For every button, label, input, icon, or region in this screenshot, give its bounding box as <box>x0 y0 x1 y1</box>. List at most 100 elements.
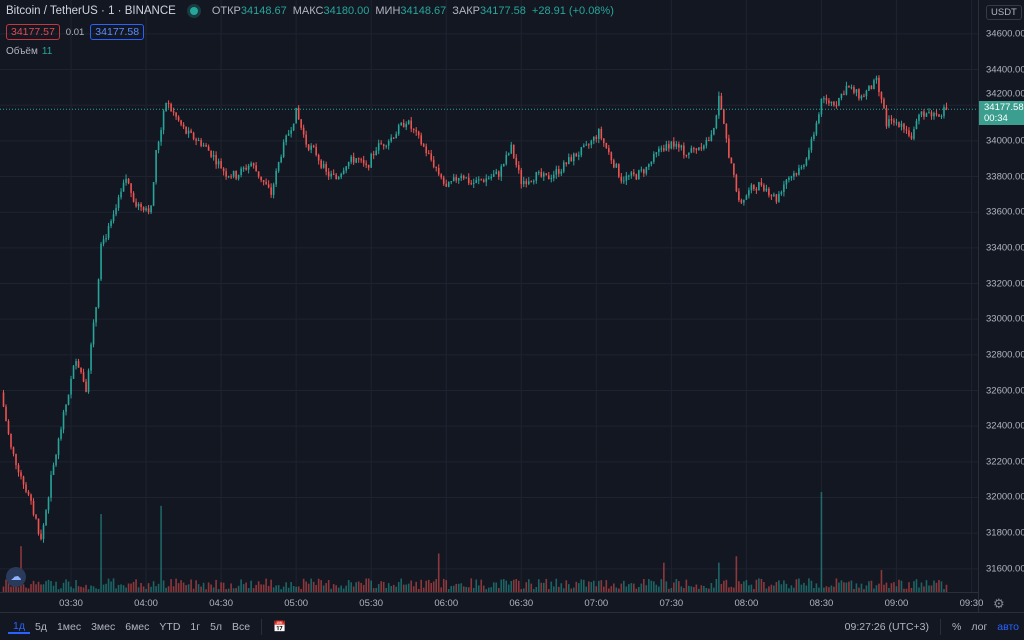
candle-body <box>535 172 538 181</box>
volume-bar <box>565 580 568 592</box>
candle-body <box>237 174 240 179</box>
price-chart[interactable] <box>0 0 978 592</box>
volume-bar <box>122 585 125 592</box>
range-button[interactable]: 5л <box>210 620 223 633</box>
goto-date-icon[interactable]: 📅 <box>273 621 287 633</box>
candle-body <box>588 144 590 146</box>
candle-body <box>287 133 290 136</box>
price-tick-label: 32400.00 <box>986 420 1024 432</box>
volume-bar <box>515 578 518 592</box>
candle-body <box>485 178 488 182</box>
currency-button[interactable]: USDT <box>986 5 1022 20</box>
range-button[interactable]: 5д <box>34 620 47 633</box>
candle-body <box>157 141 160 151</box>
volume-bar <box>72 588 75 592</box>
log-toggle[interactable]: лог <box>971 620 988 633</box>
candle-body <box>5 406 7 422</box>
volume-bar <box>620 583 623 592</box>
sell-button[interactable]: 34177.57 <box>6 24 60 40</box>
candle-body <box>302 127 305 135</box>
volume-bar <box>710 582 713 592</box>
candle-body <box>577 155 580 157</box>
candle-body <box>417 131 420 136</box>
candle-body <box>900 123 903 127</box>
candle-body <box>380 143 382 145</box>
candle-body <box>730 157 733 164</box>
range-button[interactable]: Все <box>232 620 251 633</box>
range-button[interactable]: 3мес <box>91 620 116 633</box>
percent-toggle[interactable]: % <box>952 620 962 633</box>
range-button[interactable]: 1г <box>190 620 201 633</box>
candle-body <box>803 165 805 168</box>
candle-body <box>915 120 918 130</box>
candle-body <box>307 144 310 150</box>
candle-body <box>903 123 905 130</box>
volume-bar <box>645 585 648 592</box>
candle-body <box>185 126 187 134</box>
volume-bar <box>853 589 855 592</box>
range-button[interactable]: YTD <box>159 620 181 633</box>
auto-scale-toggle[interactable]: авто <box>997 620 1019 633</box>
candle-body <box>147 208 150 213</box>
price-axis[interactable]: 34177.58 00:34 34600.00 34400.00 34200.00 34… <box>978 0 1024 612</box>
candle-body <box>460 175 463 179</box>
range-button[interactable]: 1мес <box>56 620 82 633</box>
settings-gear-icon[interactable]: ⚙ <box>993 596 1005 611</box>
volume-bar <box>873 588 875 592</box>
volume-bar <box>595 586 598 592</box>
volume-bar <box>618 588 620 592</box>
candle-body <box>400 122 403 126</box>
volume-bar <box>663 562 665 592</box>
volume-bar <box>237 585 240 592</box>
volume-bar <box>915 579 918 592</box>
volume-bar <box>137 587 140 592</box>
volume-bar <box>402 584 405 592</box>
price-tick-label: 34600.00 <box>986 28 1024 40</box>
volume-bar <box>232 588 235 592</box>
range-button[interactable]: 6мес <box>125 620 150 633</box>
buy-button[interactable]: 34177.58 <box>90 24 145 40</box>
volume-bar <box>798 578 800 592</box>
volume-bar <box>665 581 668 592</box>
symbol-title[interactable]: Bitcoin / TetherUS · 1 · BINANCE <box>6 5 176 17</box>
time-tick-label: 06:30 <box>509 598 534 609</box>
volume-bar <box>427 579 430 592</box>
market-status-icon[interactable] <box>189 7 198 15</box>
volume-legend[interactable]: Объём 11 <box>6 46 53 57</box>
candle-body <box>718 95 720 116</box>
candle-body <box>923 111 925 117</box>
candle-body <box>122 182 125 192</box>
volume-bar <box>593 580 595 592</box>
time-tick-label: 07:00 <box>584 598 609 609</box>
candle-body <box>725 123 728 139</box>
candle-body <box>345 166 347 171</box>
candle-body <box>397 125 400 135</box>
time-axis[interactable]: 03:30 04:00 04:30 05:00 05:30 06:00 06:30 07:00… <box>0 592 983 612</box>
candle-body <box>385 145 387 147</box>
volume-bar <box>112 578 115 592</box>
volume-bar <box>793 587 795 592</box>
candle-body <box>247 165 250 170</box>
candle-body <box>232 171 235 177</box>
clock[interactable]: 09:27:26 (UTC+3) <box>844 620 930 633</box>
candle-body <box>710 134 713 141</box>
candle-body <box>317 154 320 161</box>
volume-bar <box>482 585 485 592</box>
tradingview-logo-icon[interactable]: ☁ <box>6 567 26 587</box>
high-value: 34180.00 <box>323 5 370 17</box>
candle-body <box>755 188 758 191</box>
volume-bar <box>172 586 175 592</box>
candle-body <box>487 178 490 180</box>
volume-bar <box>250 580 252 592</box>
chart-legend: Bitcoin / TetherUS · 1 · BINANCE ОТКР341… <box>6 5 614 17</box>
range-button[interactable]: 1д <box>8 620 30 634</box>
candle-body <box>277 162 280 171</box>
candle-body <box>322 164 325 168</box>
volume-bar <box>452 585 455 592</box>
volume-bar <box>923 586 925 592</box>
low-value: 34148.67 <box>400 5 447 17</box>
candle-body <box>610 152 613 161</box>
candle-body <box>457 178 460 181</box>
price-tick-label: 32800.00 <box>986 349 1024 361</box>
candle-body <box>668 144 670 149</box>
